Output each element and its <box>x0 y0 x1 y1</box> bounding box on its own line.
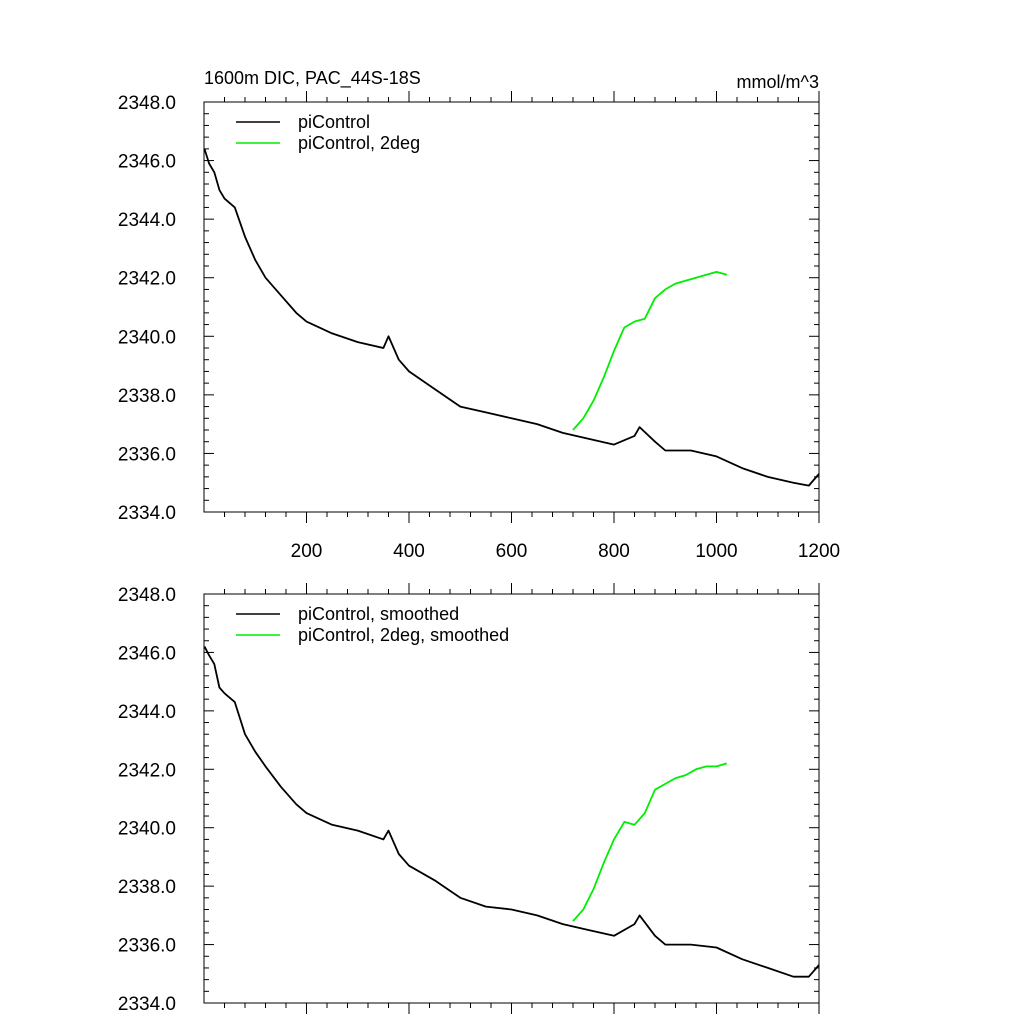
y-tick-label: 2338.0 <box>118 877 176 898</box>
y-tick-label: 2336.0 <box>118 444 176 465</box>
plot-frame <box>203 593 820 1004</box>
legend-label: piControl, 2deg, smoothed <box>298 625 509 645</box>
x-tick-label: 600 <box>496 541 528 562</box>
y-tick-label: 2334.0 <box>118 994 176 1015</box>
upper-panel: 2334.0 2336.0 2338.0 2340.0 2342.0 2344.0 2346… <box>118 68 840 562</box>
units-label: mmol/m^3 <box>737 72 819 92</box>
x-tick-label: 400 <box>393 541 425 562</box>
y-tick-label: 2340.0 <box>118 327 176 348</box>
legend-label: piControl, 2deg <box>298 133 420 153</box>
x-tick-label: 200 <box>291 541 323 562</box>
series-line-1 <box>572 270 728 431</box>
y-tick-label: 2334.0 <box>118 503 176 524</box>
y-tick-label: 2346.0 <box>118 152 176 173</box>
x-tick-label: 800 <box>598 541 630 562</box>
lower-panel: 2334.0 2336.0 2338.0 2340.0 2342.0 2344.0 2346… <box>118 583 820 1015</box>
y-tick-label: 2338.0 <box>118 386 176 407</box>
series-line-1 <box>572 762 728 922</box>
y-tick-label: 2344.0 <box>118 702 176 723</box>
y-tick-label: 2342.0 <box>118 760 176 781</box>
y-tick-label: 2348.0 <box>118 585 176 606</box>
y-tick-label: 2340.0 <box>118 819 176 840</box>
x-tick-label: 1000 <box>695 541 737 562</box>
series-line-0 <box>203 646 820 978</box>
series-line-0 <box>203 148 820 487</box>
plot-frame <box>203 101 820 513</box>
legend-label: piControl <box>298 112 370 132</box>
y-tick-label: 2348.0 <box>118 93 176 114</box>
y-tick-label: 2342.0 <box>118 269 176 290</box>
chart-title: 1600m DIC, PAC_44S-18S <box>204 68 421 89</box>
x-tick-label: 1200 <box>798 541 840 562</box>
y-tick-label: 2344.0 <box>118 210 176 231</box>
legend-label: piControl, smoothed <box>298 604 459 624</box>
y-tick-label: 2346.0 <box>118 643 176 664</box>
y-tick-label: 2336.0 <box>118 936 176 957</box>
